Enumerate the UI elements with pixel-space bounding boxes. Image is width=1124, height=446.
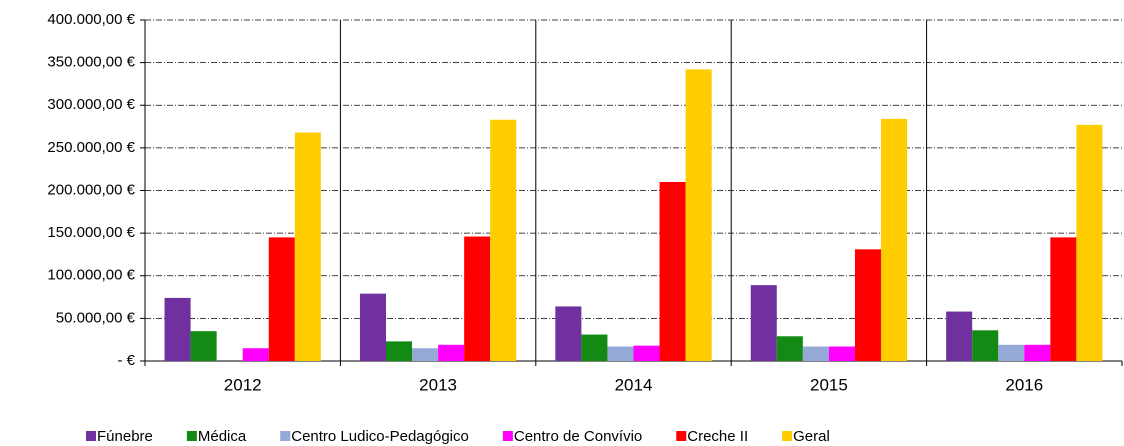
- bar: [1024, 344, 1051, 361]
- bar: [490, 119, 517, 362]
- bar: [1050, 237, 1077, 361]
- legend-label: Creche II: [687, 428, 748, 445]
- bar: [750, 285, 777, 361]
- bar: [268, 237, 295, 361]
- bar: [685, 69, 712, 361]
- legend-label: Centro Ludico-Pedagógico: [291, 428, 469, 445]
- legend-swatch: [676, 431, 687, 441]
- y-tick-label: 400.000,00 €: [47, 11, 135, 28]
- bar: [946, 311, 973, 361]
- bar: [802, 346, 829, 361]
- bar: [412, 348, 439, 361]
- legend-swatch: [186, 431, 197, 441]
- y-tick-label: 300.000,00 €: [47, 96, 135, 113]
- bar: [294, 132, 321, 361]
- x-tick-label: 2016: [1005, 375, 1043, 394]
- bar: [998, 344, 1025, 361]
- x-tick-label: 2014: [615, 375, 653, 394]
- legend-label: Centro de Convívio: [514, 428, 642, 445]
- y-tick-label: 150.000,00 €: [47, 224, 135, 241]
- bar: [385, 341, 413, 361]
- bar: [1076, 124, 1103, 361]
- bar: [438, 344, 465, 361]
- bar: [776, 336, 803, 361]
- bar: [972, 330, 999, 361]
- bar: [659, 181, 686, 361]
- bar: [828, 346, 855, 361]
- bar: [190, 331, 217, 361]
- y-tick-label: - €: [117, 352, 135, 369]
- y-tick-label: 350.000,00 €: [47, 54, 135, 71]
- y-tick-label: 50.000,00 €: [56, 309, 136, 326]
- bar: [633, 345, 660, 361]
- bar: [464, 236, 491, 361]
- legend-label: Médica: [198, 428, 247, 445]
- legend-label: Fúnebre: [97, 428, 153, 445]
- bar: [607, 346, 634, 361]
- legend-label: Geral: [793, 428, 830, 445]
- y-tick-label: 250.000,00 €: [47, 139, 135, 156]
- bar: [555, 306, 582, 361]
- bar: [881, 118, 908, 361]
- legend-swatch: [280, 431, 291, 441]
- y-tick-label: 100.000,00 €: [47, 267, 135, 284]
- bar: [164, 297, 191, 361]
- legend-swatch: [86, 431, 96, 441]
- x-tick-label: 2012: [224, 375, 262, 394]
- legend-swatch: [502, 431, 513, 441]
- y-tick-label: 200.000,00 €: [47, 181, 135, 198]
- bar: [359, 293, 386, 361]
- bar: [242, 348, 269, 361]
- bar: [854, 249, 882, 361]
- x-tick-label: 2015: [810, 375, 848, 394]
- x-tick-label: 2013: [419, 375, 457, 394]
- legend-swatch: [782, 431, 793, 441]
- bar: [581, 334, 608, 361]
